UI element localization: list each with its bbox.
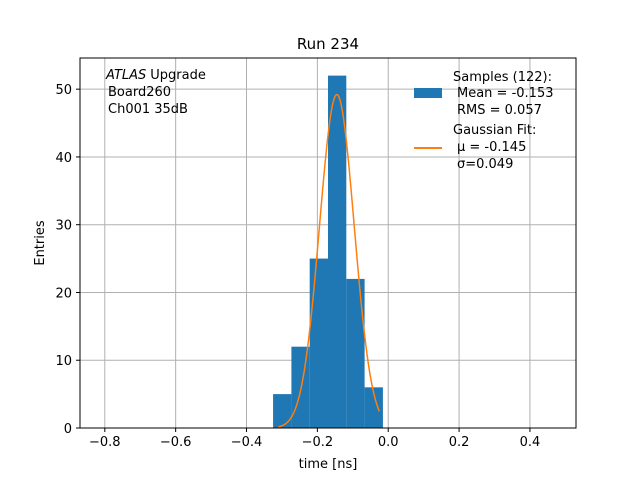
y-tick-label: 40: [55, 151, 72, 166]
atlas-label: ATLAS: [105, 68, 146, 83]
x-tick-label: 0.2: [449, 435, 470, 450]
x-tick-label: −0.8: [89, 435, 121, 450]
x-tick-label: −0.2: [302, 435, 334, 450]
chart-title: Run 234: [297, 35, 359, 53]
legend-fit-mu: μ = -0.145: [457, 140, 526, 155]
legend-samples-label: Samples (122):: [453, 70, 552, 85]
legend-samples-patch: [414, 88, 442, 98]
annotation-line-2: Board260: [108, 85, 171, 100]
histogram-bar: [328, 75, 347, 428]
y-axis-label: Entries: [33, 220, 48, 266]
legend-fit-sigma: σ=0.049: [457, 157, 513, 172]
y-tick-label: 30: [55, 219, 72, 234]
annotation-line-1: ATLAS Upgrade: [105, 68, 206, 83]
x-axis-label: time [ns]: [299, 457, 358, 472]
gaussian-fit-curve: [278, 93, 381, 428]
legend-fit-label: Gaussian Fit:: [453, 123, 536, 138]
legend-samples-rms: RMS = 0.057: [457, 103, 542, 118]
y-tick-label: 20: [55, 286, 72, 301]
x-axis-ticks: −0.8 −0.6 −0.4 −0.2 0.0 0.2 0.4: [89, 428, 540, 450]
histogram-bar: [309, 258, 328, 428]
x-tick-label: −0.6: [160, 435, 192, 450]
histogram-bars: [273, 75, 383, 428]
x-tick-label: 0.4: [520, 435, 541, 450]
y-tick-label: 50: [55, 83, 72, 98]
x-tick-label: 0.0: [378, 435, 399, 450]
annotation-box: ATLAS Upgrade Board260 Ch001 35dB: [105, 68, 206, 117]
histogram-bar: [273, 394, 292, 428]
legend: Samples (122): Mean = -0.153 RMS = 0.057…: [414, 70, 553, 172]
x-tick-label: −0.4: [231, 435, 263, 450]
y-tick-label: 0: [64, 422, 72, 437]
plot-frame: [79, 57, 577, 429]
annotation-line-3: Ch001 35dB: [108, 102, 188, 117]
upgrade-label: Upgrade: [150, 68, 206, 83]
y-tick-label: 10: [55, 354, 72, 369]
legend-samples-mean: Mean = -0.153: [457, 86, 553, 101]
y-axis-ticks: 0 10 20 30 40 50: [55, 83, 80, 437]
histogram-bar: [346, 278, 365, 428]
histogram-bar: [364, 387, 383, 428]
